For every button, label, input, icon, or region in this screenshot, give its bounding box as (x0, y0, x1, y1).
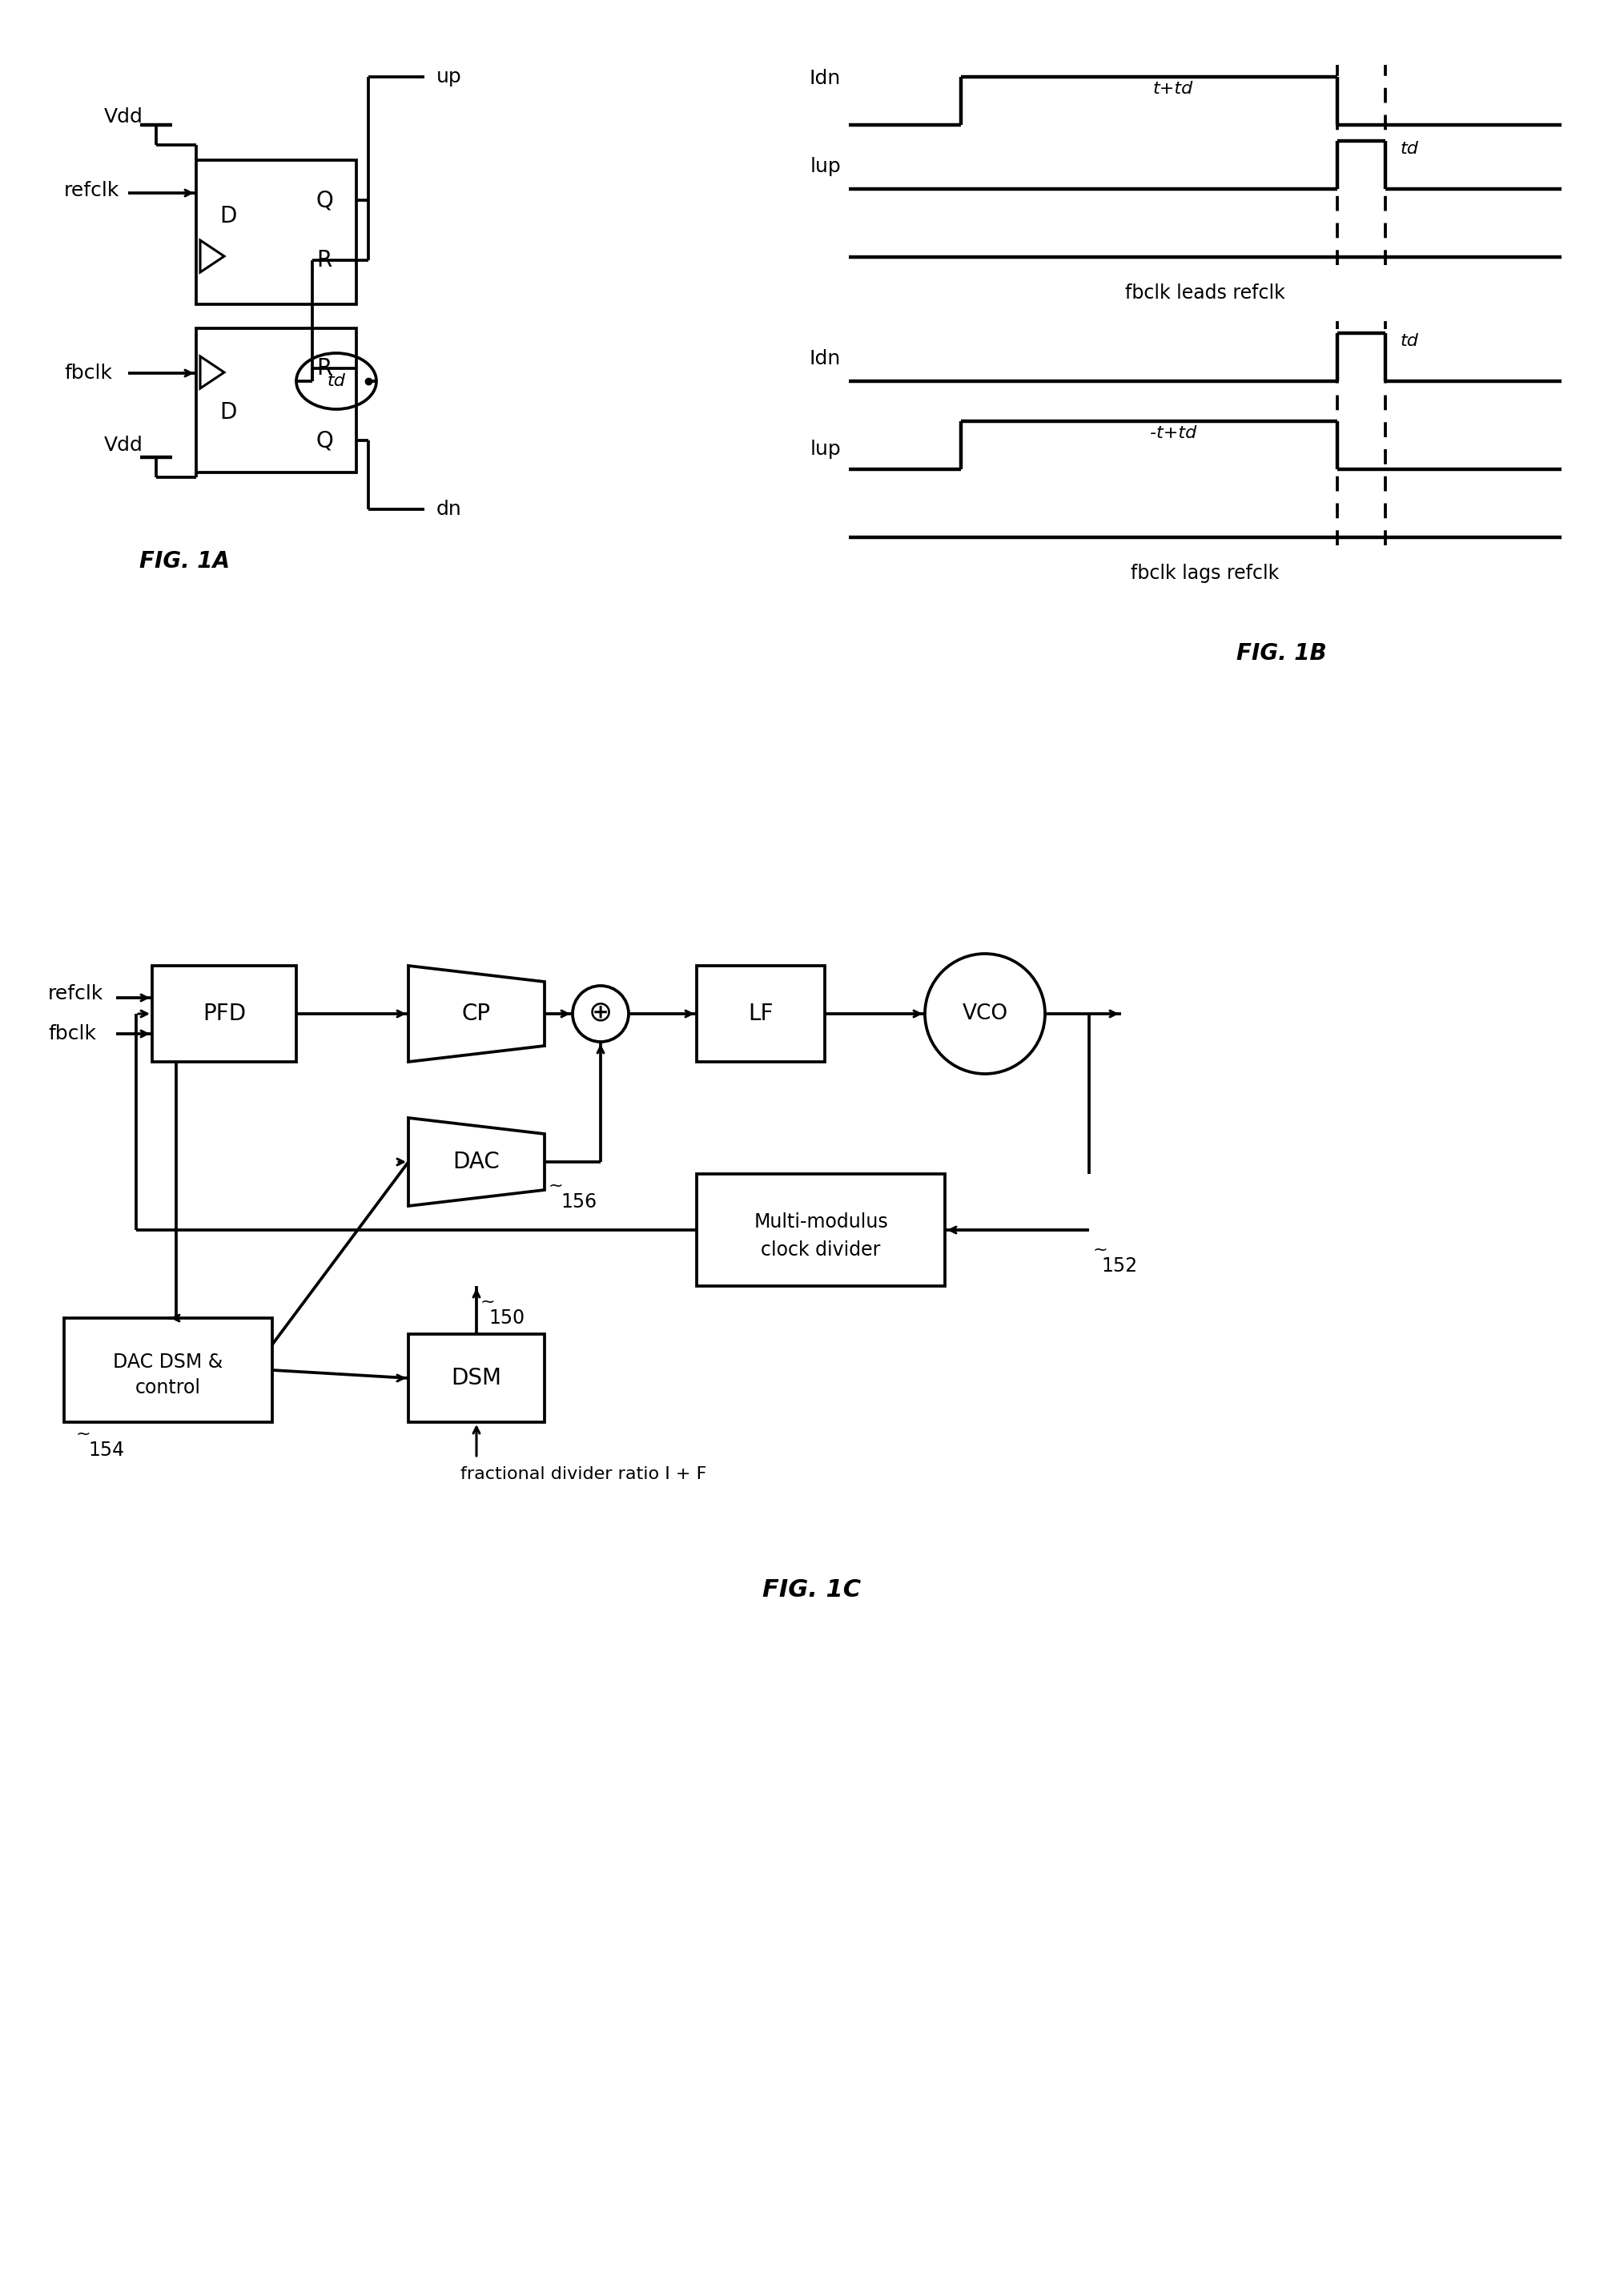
Text: refclk: refclk (49, 983, 104, 1004)
Text: FIG. 1B: FIG. 1B (1236, 643, 1327, 666)
Text: td: td (326, 373, 346, 389)
Text: 150: 150 (489, 1308, 525, 1329)
Text: D: D (219, 206, 237, 226)
Text: clock divider: clock divider (762, 1240, 880, 1260)
Text: ~: ~ (76, 1427, 91, 1443)
Text: FIG. 1A: FIG. 1A (140, 551, 229, 572)
Text: td: td (1400, 334, 1418, 350)
Text: 156: 156 (560, 1192, 596, 1212)
Text: CP: CP (461, 1002, 490, 1025)
Text: DAC DSM &: DAC DSM & (114, 1352, 222, 1372)
Bar (697, 1173, 945, 1285)
Text: fractional divider ratio I + F: fractional divider ratio I + F (461, 1466, 706, 1482)
Text: 152: 152 (1101, 1256, 1137, 1276)
Bar (197, 160, 356, 304)
Bar (697, 965, 825, 1061)
Text: control: control (135, 1379, 201, 1397)
Text: fbclk lags refclk: fbclk lags refclk (1130, 563, 1280, 583)
Bar (408, 1333, 544, 1423)
Text: ⊕: ⊕ (588, 999, 612, 1027)
Text: fbclk: fbclk (63, 364, 112, 382)
Text: -t+td: -t+td (1150, 425, 1197, 441)
Text: ~: ~ (549, 1178, 564, 1194)
Text: Vdd: Vdd (104, 107, 143, 126)
Text: fbclk leads refclk: fbclk leads refclk (1125, 284, 1285, 302)
Text: t+td: t+td (1153, 80, 1194, 96)
Bar (197, 329, 356, 473)
Bar (153, 965, 296, 1061)
Text: Multi-modulus: Multi-modulus (754, 1212, 888, 1233)
Text: lup: lup (810, 158, 841, 176)
Text: R: R (317, 249, 331, 272)
Text: DAC: DAC (453, 1150, 500, 1173)
Text: up: up (437, 66, 461, 87)
Bar (63, 1317, 273, 1423)
Text: Q: Q (315, 190, 333, 210)
Text: 154: 154 (88, 1441, 123, 1459)
Text: Q: Q (315, 430, 333, 451)
Text: ~: ~ (1093, 1242, 1108, 1258)
Text: FIG. 1C: FIG. 1C (763, 1578, 861, 1601)
Text: DSM: DSM (451, 1368, 502, 1388)
Text: Idn: Idn (809, 69, 841, 89)
Text: VCO: VCO (961, 1004, 1009, 1025)
Text: Vdd: Vdd (104, 435, 143, 455)
Text: ~: ~ (481, 1294, 495, 1310)
Text: Idn: Idn (809, 350, 841, 368)
Text: D: D (219, 400, 237, 423)
Text: R: R (317, 357, 331, 380)
Text: refclk: refclk (63, 181, 120, 201)
Text: fbclk: fbclk (49, 1025, 96, 1043)
Text: td: td (1400, 142, 1418, 158)
Text: lup: lup (810, 439, 841, 460)
Text: PFD: PFD (203, 1002, 245, 1025)
Text: dn: dn (437, 499, 461, 519)
Text: LF: LF (749, 1002, 773, 1025)
